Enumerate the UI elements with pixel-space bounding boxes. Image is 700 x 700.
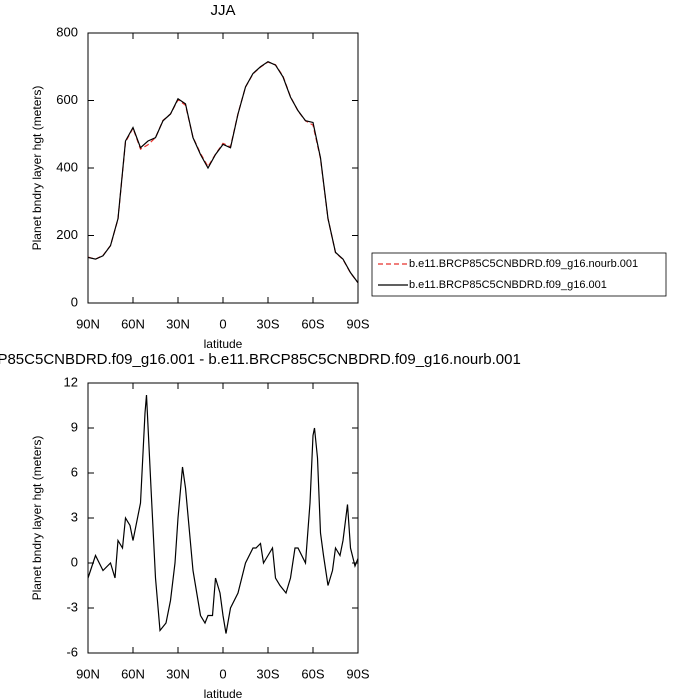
y-axis-label: Planet bndry layer hgt (meters) xyxy=(30,86,44,251)
plot-frame xyxy=(87,32,359,304)
x-axis-label: latitude xyxy=(204,687,243,700)
y-tick-label: 0 xyxy=(71,554,78,569)
plot-frame xyxy=(87,382,359,654)
legend-label: b.e11.BRCP85C5CNBDRD.f09_g16.001 xyxy=(409,279,607,291)
y-axis-label: Planet bndry layer hgt (meters) xyxy=(30,436,44,601)
data-line xyxy=(87,61,359,284)
x-tick-label: 0 xyxy=(219,316,226,331)
x-tick-label: 90S xyxy=(346,316,369,331)
x-tick-label: 30N xyxy=(166,316,190,331)
x-tick-label: 60S xyxy=(301,316,324,331)
x-tick-label: 30N xyxy=(166,666,190,681)
x-tick-label: 60N xyxy=(121,666,145,681)
x-axis-label: latitude xyxy=(204,337,243,351)
x-tick-label: 60N xyxy=(121,316,145,331)
y-tick-label: 200 xyxy=(56,227,78,242)
x-tick-label: 30S xyxy=(256,666,279,681)
y-tick-label: -6 xyxy=(66,644,78,659)
y-tick-label: -3 xyxy=(66,599,78,614)
x-tick-label: 90N xyxy=(76,316,100,331)
chart-title: JJA xyxy=(210,2,235,19)
x-tick-label: 90N xyxy=(76,666,100,681)
x-tick-label: 60S xyxy=(301,666,324,681)
x-tick-label: 90S xyxy=(346,666,369,681)
legend-label: b.e11.BRCP85C5CNBDRD.f09_g16.nourb.001 xyxy=(409,258,638,270)
y-tick-label: 0 xyxy=(71,294,78,309)
x-tick-label: 0 xyxy=(219,666,226,681)
y-tick-label: 600 xyxy=(56,92,78,107)
data-line xyxy=(87,61,359,284)
y-tick-label: 12 xyxy=(64,374,78,389)
y-tick-label: 9 xyxy=(71,419,78,434)
x-tick-label: 30S xyxy=(256,316,279,331)
chart-title: b.e11.BRCP85C5CNBDRD.f09_g16.001 - b.e11… xyxy=(0,351,521,368)
y-tick-label: 800 xyxy=(56,24,78,39)
data-line xyxy=(87,394,359,634)
y-tick-label: 400 xyxy=(56,159,78,174)
y-tick-label: 3 xyxy=(71,509,78,524)
legend-box xyxy=(371,252,667,297)
y-tick-label: 6 xyxy=(71,464,78,479)
